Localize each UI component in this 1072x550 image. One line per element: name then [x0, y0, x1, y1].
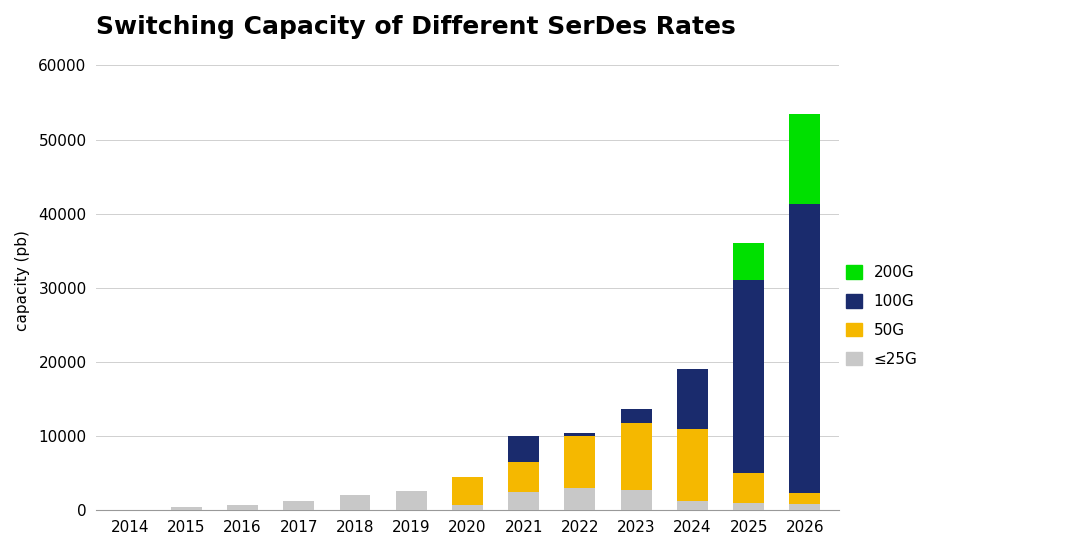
- Bar: [452, 505, 482, 510]
- Y-axis label: capacity (pb): capacity (pb): [15, 230, 30, 331]
- Bar: [115, 509, 146, 510]
- Legend: 200G, 100G, 50G, ≤25G: 200G, 100G, 50G, ≤25G: [846, 265, 918, 367]
- Bar: [396, 491, 427, 510]
- Bar: [227, 505, 258, 510]
- Bar: [676, 502, 708, 510]
- Bar: [789, 504, 820, 510]
- Bar: [733, 503, 764, 510]
- Bar: [789, 204, 820, 493]
- Bar: [621, 409, 652, 423]
- Bar: [676, 429, 708, 502]
- Bar: [340, 496, 371, 510]
- Bar: [452, 477, 482, 505]
- Bar: [621, 490, 652, 510]
- Bar: [733, 244, 764, 280]
- Bar: [789, 493, 820, 504]
- Bar: [508, 492, 539, 510]
- Bar: [283, 500, 314, 510]
- Bar: [733, 473, 764, 503]
- Bar: [565, 488, 595, 510]
- Bar: [676, 370, 708, 429]
- Bar: [733, 280, 764, 473]
- Bar: [565, 433, 595, 436]
- Text: Switching Capacity of Different SerDes Rates: Switching Capacity of Different SerDes R…: [96, 15, 736, 39]
- Bar: [508, 436, 539, 462]
- Bar: [565, 436, 595, 488]
- Bar: [621, 423, 652, 490]
- Bar: [508, 462, 539, 492]
- Bar: [789, 114, 820, 204]
- Bar: [170, 507, 202, 510]
